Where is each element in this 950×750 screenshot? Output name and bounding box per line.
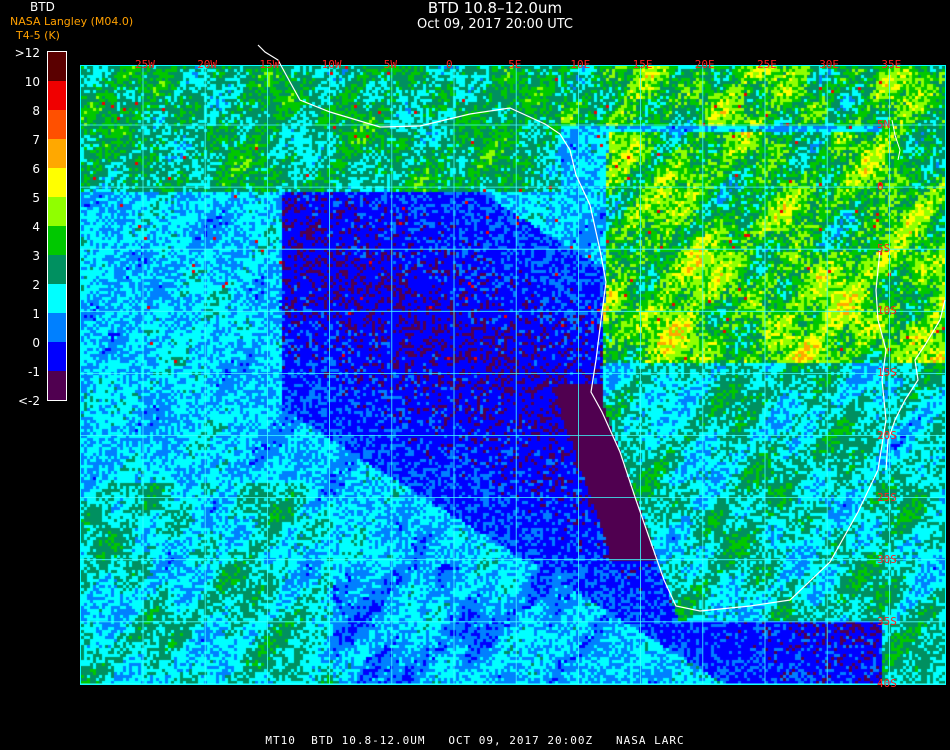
credit-label: NASA Langley (M04.0) xyxy=(10,15,134,28)
longitude-label: 30E xyxy=(819,58,840,71)
color-band xyxy=(48,342,66,371)
color-scale-label: 1 xyxy=(32,307,40,321)
latitude-label: 15S xyxy=(877,366,897,380)
longitude-label: 5E xyxy=(508,58,522,71)
latitude-label: 20S xyxy=(877,428,897,442)
latitude-label: 25S xyxy=(877,490,897,504)
latitude-label: 5N xyxy=(877,118,891,131)
color-band xyxy=(48,110,66,139)
color-scale-bar xyxy=(47,51,67,401)
longitude-label: 15E xyxy=(632,58,653,71)
lat-lon-grid xyxy=(80,65,945,685)
longitude-label: 20W xyxy=(197,58,218,71)
color-band xyxy=(48,81,66,110)
legend-title: BTD xyxy=(30,0,55,14)
color-scale-label: 2 xyxy=(32,278,40,292)
color-band xyxy=(48,139,66,168)
latitude-label: 10S xyxy=(877,304,897,318)
latitude-label: 0 xyxy=(877,180,884,194)
color-band xyxy=(48,284,66,313)
longitude-label: 15W xyxy=(259,58,280,71)
color-scale-label: 8 xyxy=(32,104,40,118)
longitude-label: 10E xyxy=(570,58,591,71)
color-scale-label: <-2 xyxy=(17,394,40,408)
image-timestamp: Oct 09, 2017 20:00 UTC xyxy=(417,17,573,32)
lake-outline xyxy=(891,119,901,161)
color-band xyxy=(48,226,66,255)
longitude-label: 25E xyxy=(757,58,777,71)
color-scale-label: 3 xyxy=(32,249,40,263)
color-scale-label: -1 xyxy=(28,365,40,379)
longitude-label: 0 xyxy=(446,58,453,71)
latitude-label: 5S xyxy=(877,242,891,256)
color-scale-label: >12 xyxy=(14,46,40,60)
image-title: BTD 10.8–12.0um xyxy=(427,0,563,17)
color-band xyxy=(48,168,66,197)
color-band xyxy=(48,255,66,284)
africa-coastline xyxy=(257,44,887,612)
color-band xyxy=(48,313,66,342)
satellite-image xyxy=(80,65,946,685)
color-scale-label: 0 xyxy=(32,336,40,350)
longitude-label: 5W xyxy=(383,58,398,71)
east-coastline xyxy=(885,299,946,471)
footer-caption: MT10 BTD 10.8-12.0UM OCT 09, 2017 20:00Z… xyxy=(265,734,685,747)
color-band xyxy=(48,371,66,400)
longitude-label: 25W xyxy=(135,58,155,71)
color-scale-label: 5 xyxy=(32,191,40,205)
color-scale-label: 7 xyxy=(32,133,40,147)
latitude-label: 35S xyxy=(877,614,897,628)
color-band xyxy=(48,197,66,226)
color-scale-label: 6 xyxy=(32,162,40,176)
longitude-label: 10W xyxy=(321,58,342,71)
legend-units: T4-5 (K) xyxy=(16,29,60,42)
longitude-label: 20E xyxy=(694,58,715,71)
longitude-label: 35E xyxy=(881,58,902,71)
latitude-label: 40S xyxy=(877,676,897,690)
color-scale-label: 4 xyxy=(32,220,40,234)
color-scale-label: 10 xyxy=(24,75,40,89)
color-band xyxy=(48,52,66,81)
latitude-label: 30S xyxy=(877,552,897,566)
